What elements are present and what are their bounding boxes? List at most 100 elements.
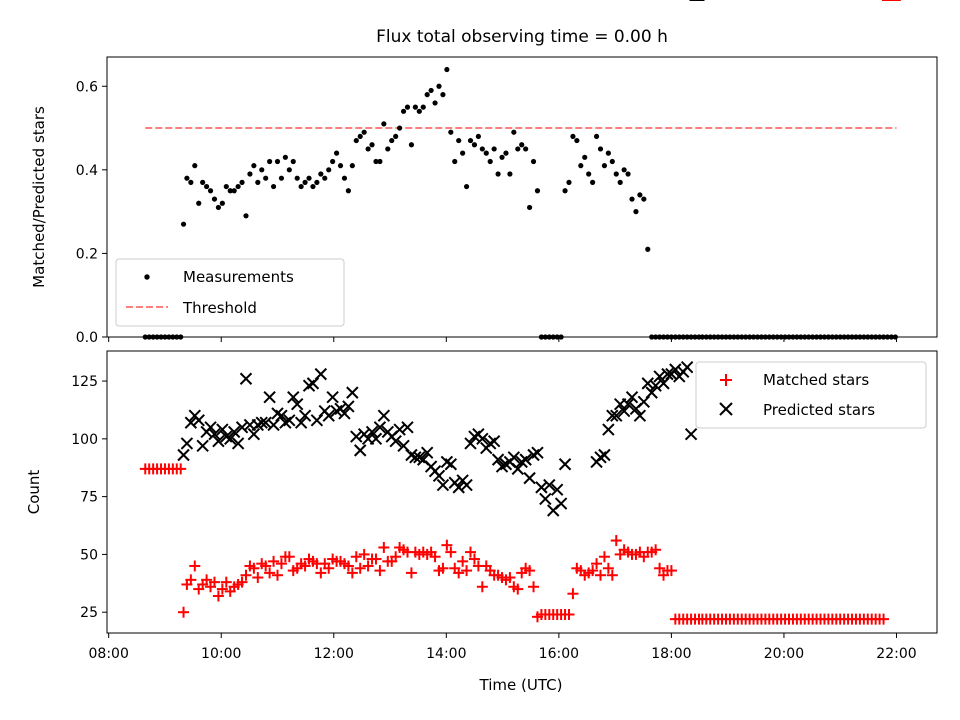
predicted-point-b [621, 397, 635, 411]
predicted-point [373, 421, 387, 434]
measurement-point [196, 200, 202, 206]
predicted-point-b [550, 483, 564, 496]
measurement-point [361, 129, 367, 135]
matched-point [236, 576, 248, 588]
predicted-point-b [487, 434, 501, 448]
predicted-point [684, 428, 698, 441]
matched-point [461, 565, 473, 577]
measurement-point [523, 146, 529, 152]
measurement-point [601, 163, 608, 169]
measurement-point [586, 171, 592, 177]
matched-point [370, 553, 382, 565]
measurement-point [215, 204, 222, 211]
measurement-point [282, 154, 288, 160]
x-tick-label: 22:00 [876, 646, 916, 662]
predicted-point-b [625, 391, 639, 404]
predicted-point-b [212, 434, 225, 448]
measurement-point [302, 179, 308, 185]
predicted-point-b [259, 416, 272, 429]
measurement-point [428, 87, 434, 94]
predicted-point [239, 372, 253, 385]
predicted-point-b [346, 386, 359, 399]
predicted-point [322, 409, 335, 422]
measurement-point [432, 100, 438, 106]
predicted-point [653, 370, 666, 383]
legend-predicted-marker [719, 402, 733, 416]
predicted-point [649, 379, 662, 392]
predicted-point-b [405, 448, 418, 462]
measurement-point [306, 175, 312, 181]
predicted-point [177, 448, 190, 462]
measurement-point [330, 158, 336, 165]
predicted-point [444, 458, 458, 471]
predicted-point-b [444, 458, 458, 471]
measurement-point [239, 179, 245, 185]
measurement-point [204, 183, 210, 190]
matched-point [457, 555, 469, 567]
predicted-point-b [413, 451, 426, 464]
measurement-point [373, 158, 379, 165]
predicted-point [314, 367, 328, 381]
predicted-point-b [255, 416, 268, 429]
ratio-y-tick-label: 0.4 [76, 163, 98, 179]
measurement-point [341, 175, 348, 181]
measurement-point [184, 175, 190, 181]
measurement-point [223, 183, 229, 190]
measurement-point [267, 158, 273, 165]
predicted-point [550, 483, 564, 496]
matched-point [429, 551, 441, 563]
predicted-point-b [440, 455, 454, 469]
predicted-point-b [177, 448, 190, 462]
predicted-point-b [669, 363, 682, 376]
measurement-point [290, 158, 296, 165]
matched-point [185, 574, 197, 586]
matched-point [240, 569, 252, 581]
matched-point [563, 609, 575, 621]
predicted-point [326, 391, 339, 404]
predicted-point [389, 434, 402, 448]
predicted-point [365, 425, 379, 439]
predicted-point [192, 414, 205, 427]
predicted-point-b [192, 414, 205, 427]
measurement-point [483, 150, 489, 156]
matched-point [650, 544, 662, 556]
matched-point [350, 551, 362, 563]
matched-point [323, 562, 335, 574]
predicted-point-b [220, 430, 233, 443]
matched-point [354, 562, 366, 574]
measurement-point [444, 66, 450, 73]
measurement-point [251, 163, 257, 169]
predicted-point-b [365, 425, 379, 439]
measurement-point [440, 92, 446, 98]
predicted-point [196, 439, 209, 452]
predicted-point [208, 428, 221, 441]
matched-point [465, 546, 477, 558]
predicted-point-b [460, 478, 473, 492]
predicted-point-b [290, 397, 304, 411]
predicted-point-b [558, 458, 572, 471]
matched-point [437, 562, 449, 574]
measurement-point [625, 171, 631, 177]
predicted-point-b [373, 421, 387, 434]
predicted-point-b [231, 437, 245, 450]
measurement-point [582, 154, 588, 160]
count-y-tick-label: 50 [80, 547, 98, 563]
matched-point [175, 463, 187, 475]
count-legend: Matched stars Predicted stars [695, 361, 927, 429]
predicted-point-b [204, 421, 217, 434]
measurement-point [593, 133, 600, 140]
matched-point [346, 567, 358, 579]
measurement-point [188, 179, 194, 185]
measurement-point [609, 158, 615, 165]
measurement-point [326, 167, 332, 173]
predicted-point-b [436, 478, 450, 492]
ratio-panel-frame [106, 56, 938, 338]
measurement-point [605, 150, 611, 156]
predicted-point-b [539, 492, 552, 506]
measurement-point [412, 104, 418, 110]
predicted-point [235, 421, 249, 434]
matched-point [374, 565, 386, 577]
predicted-point-b [661, 367, 674, 381]
count-panel-frame [106, 350, 938, 634]
measurement-point [259, 167, 265, 173]
